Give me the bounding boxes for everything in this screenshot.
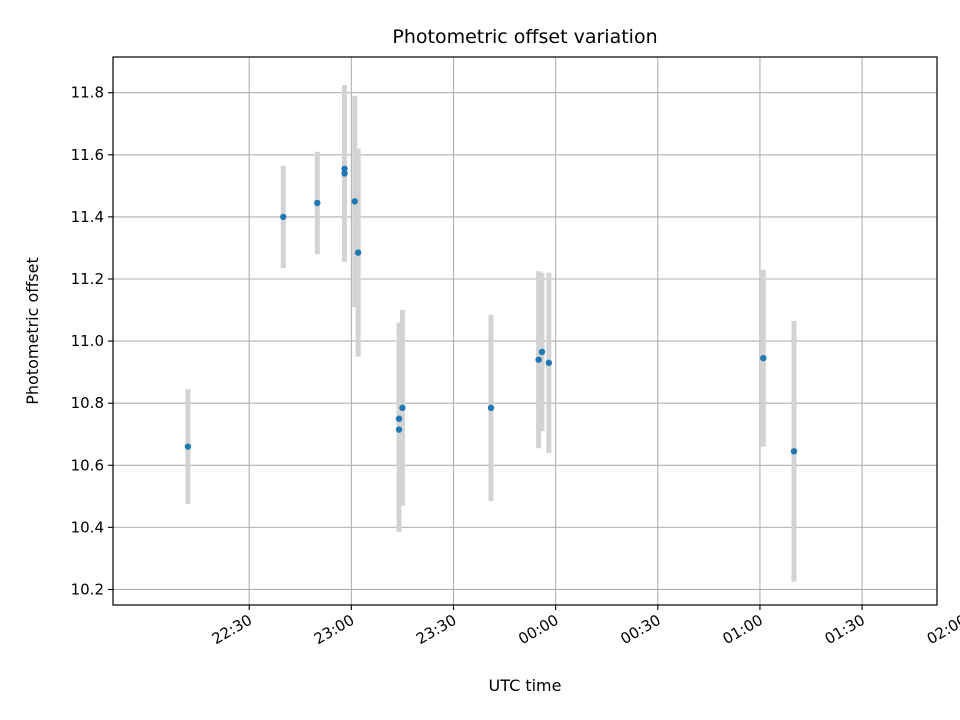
y-axis: 10.2 10.4 10.6 10.8 11.0 11.2 11.4 11.6 11.8 — [71, 84, 113, 598]
data-point — [487, 404, 495, 412]
y-tick-label: 11.8 — [71, 84, 104, 102]
data-point — [280, 213, 287, 221]
data-point — [351, 198, 358, 205]
data-point — [538, 348, 546, 356]
y-tick-label: 11.4 — [71, 208, 104, 226]
y-tick-label: 11.0 — [71, 332, 104, 350]
y-tick-label: 11.2 — [71, 270, 104, 288]
plot-frame — [112, 56, 938, 606]
data-point — [341, 170, 348, 177]
y-tick-label: 10.4 — [71, 518, 104, 536]
y-tick-label: 10.8 — [71, 394, 104, 412]
y-tick-label: 11.6 — [71, 146, 104, 164]
data-point — [545, 359, 553, 367]
data-point — [184, 443, 192, 450]
data-point — [760, 354, 767, 362]
data-point — [395, 415, 403, 422]
x-axis-label: UTC time — [489, 676, 562, 695]
data-point — [341, 165, 348, 172]
y-axis-label: Photometric offset — [23, 257, 42, 405]
y-tick-label: 10.2 — [71, 580, 104, 598]
chart-title: Photometric offset variation — [392, 26, 657, 48]
y-tick-label: 10.6 — [71, 456, 104, 474]
data-points — [184, 165, 798, 455]
grid — [113, 57, 937, 605]
data-point — [354, 249, 362, 256]
data-point — [314, 199, 321, 207]
data-point — [535, 356, 542, 363]
data-point — [395, 426, 403, 433]
data-point — [790, 448, 798, 455]
data-point — [399, 404, 406, 412]
